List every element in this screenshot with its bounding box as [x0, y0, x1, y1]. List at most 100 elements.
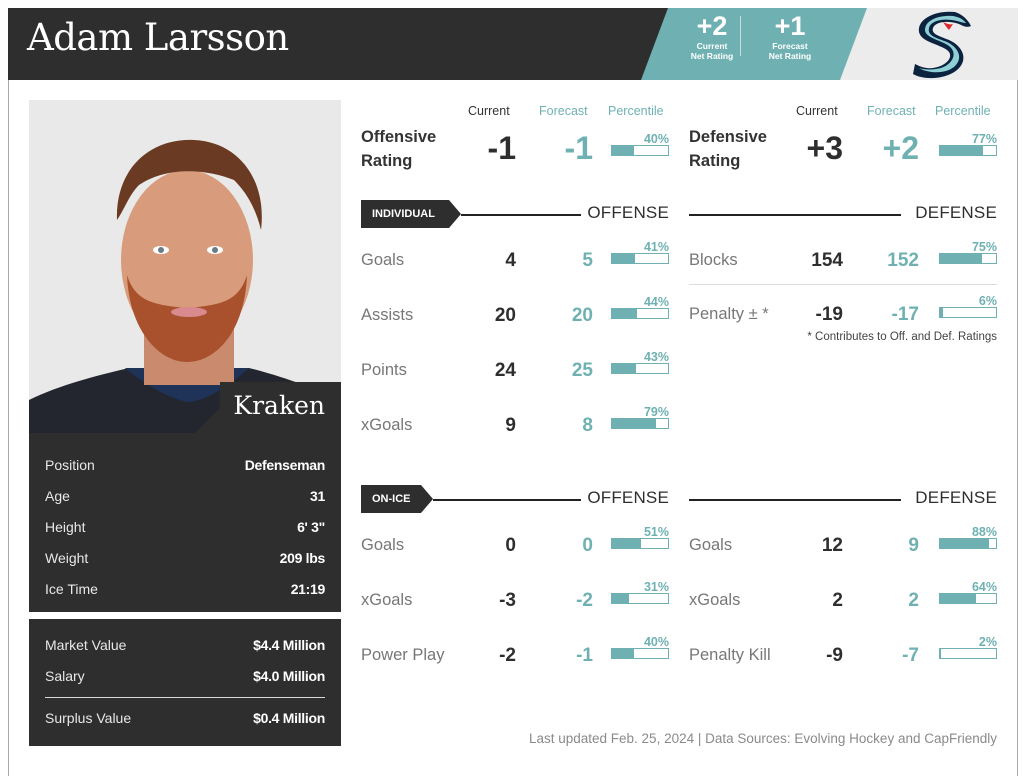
on-ice-tag: ON-ICE	[361, 485, 433, 513]
bio-row-position: Position Defenseman	[45, 449, 325, 480]
percentile-fill	[940, 254, 982, 263]
percentile-bar: 88%	[939, 525, 997, 549]
ratings-footnote: * Contributes to Off. and Def. Ratings	[807, 331, 997, 343]
percentile-bar: 6%	[939, 294, 997, 318]
net-divider	[740, 16, 741, 56]
stat-current: 12	[821, 535, 843, 556]
offense-title: OFFENSE	[587, 488, 669, 507]
header-bar: Adam Larsson +2 Current Net Rating +1 Fo…	[8, 8, 1018, 80]
percentile-text: 64%	[971, 580, 997, 594]
percentile-text: 6%	[978, 294, 997, 308]
row-divider	[689, 284, 997, 285]
percentile-fill	[612, 254, 635, 263]
column-headers: Current Forecast Percentile	[361, 100, 669, 120]
stat-label: Penalty ± *	[689, 305, 769, 323]
stat-current: -3	[499, 590, 516, 611]
offense-title: OFFENSE	[587, 203, 669, 222]
bio-label: Position	[45, 456, 95, 473]
team-name: Kraken	[233, 391, 325, 420]
percentile-bar: 44%	[611, 295, 669, 319]
forecast-net-label: Forecast	[772, 41, 808, 51]
stat-current: 154	[811, 250, 843, 271]
stat-forecast: 5	[582, 250, 593, 271]
percentile-bar: 31%	[611, 580, 669, 604]
bio-value: 209 lbs	[279, 549, 326, 566]
percentile-text: 43%	[643, 350, 669, 364]
percentile-fill	[612, 364, 637, 373]
header-percentile: Percentile	[608, 104, 664, 118]
percentile-fill	[612, 539, 641, 548]
stat-current: 0	[505, 535, 516, 556]
percentile-fill	[612, 309, 637, 318]
percentile-fill	[612, 594, 630, 603]
percentile-bar: 77%	[939, 132, 997, 156]
defense-title: DEFENSE	[915, 203, 997, 222]
defensive-rating-forecast: +2	[882, 130, 919, 166]
rating-label-line: Defensive	[689, 128, 767, 146]
on-ice-offense-head: ON-ICE OFFENSE	[361, 485, 669, 513]
stat-current: 20	[494, 305, 516, 326]
bio-row-age: Age 31	[45, 480, 325, 511]
percentile-text: 2%	[978, 635, 997, 649]
percentile-text: 44%	[643, 295, 669, 309]
stat-row-goals: Goals 4 5 41%	[361, 238, 669, 278]
section-line	[689, 214, 901, 216]
stat-row-blocks: Blocks 154 152 75%	[689, 238, 997, 278]
money-label: Surplus Value	[45, 709, 132, 726]
defensive-rating: Defensive Rating +3 +2 77%	[689, 120, 997, 180]
money-row-surplus-value: Surplus Value $0.4 Million	[45, 702, 325, 733]
stat-forecast: 25	[571, 360, 593, 381]
offense-column: Current Forecast Percentile Offensive Ra…	[361, 100, 669, 180]
defense-column: Current Forecast Percentile Defensive Ra…	[689, 100, 997, 180]
kraken-logo-icon	[913, 11, 971, 79]
defense-title: DEFENSE	[915, 488, 997, 507]
stat-forecast: -17	[891, 304, 919, 325]
stat-forecast: -2	[576, 590, 593, 611]
percentile-text: 51%	[643, 525, 669, 539]
percentile-fill	[940, 146, 984, 155]
current-net-rating: +2 Current Net Rating	[672, 11, 752, 61]
stat-row-points: Points 24 25 43%	[361, 348, 669, 388]
bio-label: Weight	[45, 549, 89, 566]
bio-label: Ice Time	[45, 580, 98, 597]
offensive-rating: Offensive Rating -1 -1 40%	[361, 120, 669, 180]
stat-current: -9	[826, 645, 843, 666]
header-current: Current	[796, 104, 838, 118]
defensive-rating-current: +3	[806, 130, 843, 166]
bio-panel: Position Defenseman Age 31 Height 6' 3" …	[29, 433, 341, 612]
individual-offense-head: INDIVIDUAL OFFENSE	[361, 200, 669, 228]
stat-label: Points	[361, 361, 407, 379]
stat-current: 9	[505, 415, 516, 436]
on-ice-defense-head: DEFENSE	[689, 485, 997, 513]
stat-row-on-ice-xgoals-against: xGoals 2 2 64%	[689, 578, 997, 618]
bio-value: 21:19	[290, 580, 326, 597]
stat-label: xGoals	[689, 591, 741, 609]
offensive-rating-label: Offensive Rating	[361, 125, 436, 173]
stat-label: Assists	[361, 306, 414, 324]
defensive-rating-label: Defensive Rating	[689, 125, 767, 173]
section-line	[689, 499, 901, 501]
stat-current: -2	[499, 645, 516, 666]
forecast-net-rating: +1 Forecast Net Rating	[750, 11, 830, 61]
stat-row-xgoals: xGoals 9 8 79%	[361, 403, 669, 443]
bio-label: Age	[45, 487, 70, 504]
current-net-rating-value: +2	[696, 11, 728, 41]
stat-forecast: 9	[908, 535, 919, 556]
percentile-fill	[940, 308, 944, 317]
stat-forecast: 8	[582, 415, 593, 436]
stat-label: xGoals	[361, 591, 413, 609]
money-value: $4.4 Million	[253, 636, 325, 653]
header-forecast: Forecast	[867, 104, 916, 118]
stat-row-penalty-kill: Penalty Kill -9 -7 2%	[689, 633, 997, 673]
rating-label-line: Rating	[689, 152, 741, 170]
player-photo	[29, 100, 341, 433]
percentile-fill	[940, 649, 942, 658]
header-current: Current	[468, 104, 510, 118]
stat-forecast: 152	[887, 250, 919, 271]
header-percentile: Percentile	[935, 104, 991, 118]
money-row-market-value: Market Value $4.4 Million	[45, 629, 325, 660]
header-forecast: Forecast	[539, 104, 588, 118]
percentile-bar: 40%	[611, 635, 669, 659]
percentile-bar: 40%	[611, 132, 669, 156]
section-line	[433, 499, 581, 501]
